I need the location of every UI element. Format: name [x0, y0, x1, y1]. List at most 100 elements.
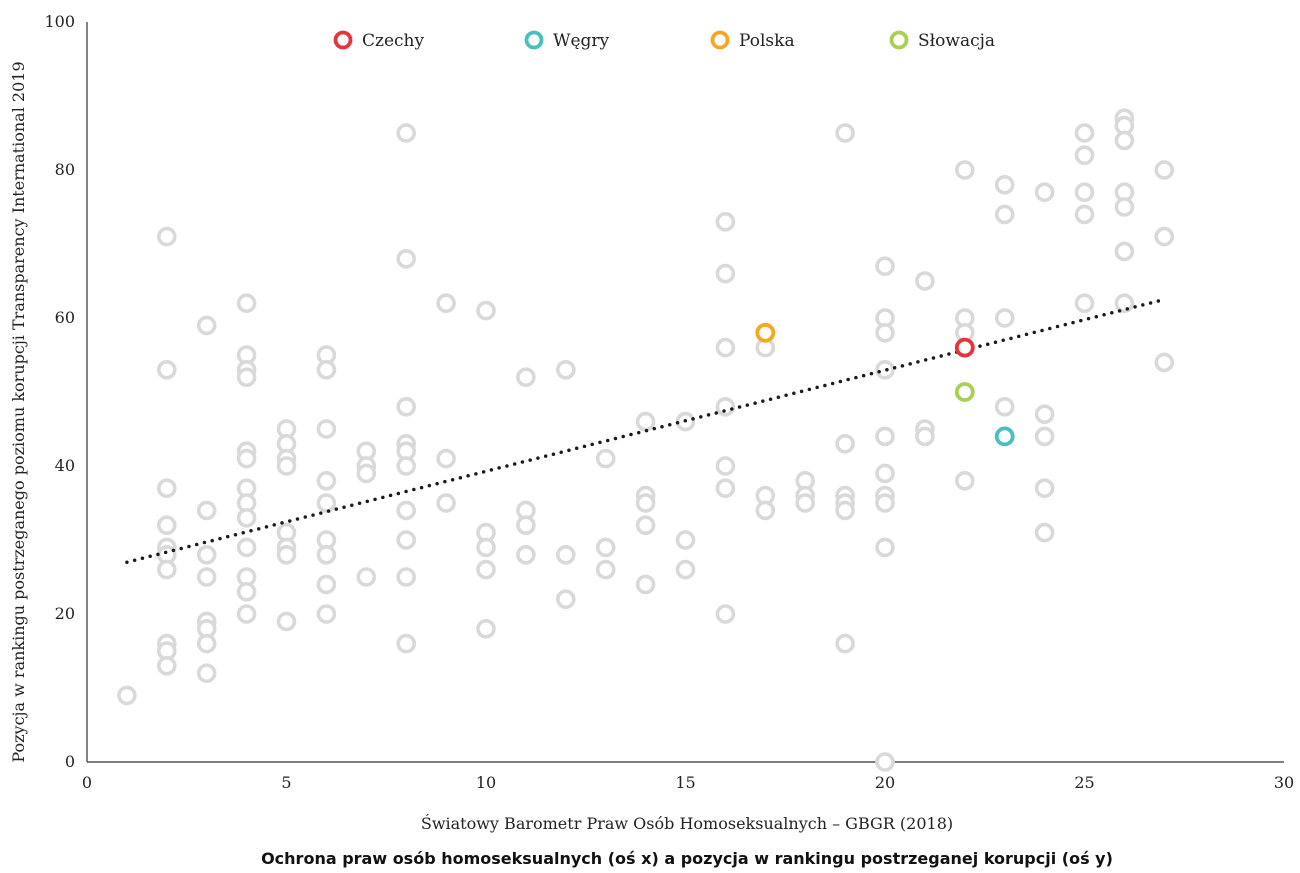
data-point: [1074, 123, 1095, 143]
y-tick-label: 40: [55, 456, 75, 475]
data-point: [117, 685, 137, 706]
legend-label: Słowacja: [918, 31, 995, 51]
data-point: [356, 567, 377, 587]
data-point: [875, 426, 895, 447]
trendline: [125, 297, 1167, 564]
data-point: [396, 500, 417, 521]
data-point: [595, 559, 616, 580]
data-point: [1114, 197, 1135, 217]
data-point: [635, 515, 656, 536]
data-point: [516, 544, 536, 565]
data-point: [835, 633, 855, 654]
data-point: [875, 493, 895, 513]
data-point: [715, 456, 736, 476]
x-tick-label: 15: [675, 773, 695, 792]
data-point: [1154, 160, 1175, 180]
data-point: [236, 537, 257, 558]
data-point: [1034, 404, 1055, 425]
data-point: [236, 581, 257, 602]
highlight-point-węgry: [994, 426, 1015, 447]
data-point: [1034, 522, 1055, 543]
legend-marker: [524, 30, 544, 50]
data-point: [196, 663, 217, 684]
data-point: [157, 559, 177, 580]
data-point: [875, 537, 895, 558]
data-point: [1154, 352, 1175, 373]
data-point: [875, 752, 895, 772]
data-point: [675, 559, 696, 580]
data-point: [316, 544, 337, 565]
data-point: [316, 359, 337, 380]
highlight-point-czechy: [954, 337, 975, 358]
data-point: [276, 611, 297, 632]
data-point: [635, 411, 656, 432]
data-point: [396, 567, 417, 587]
y-tick-label: 0: [65, 752, 75, 771]
data-point: [436, 493, 456, 513]
data-point: [516, 367, 536, 388]
data-point: [915, 426, 935, 447]
data-point: [835, 123, 855, 143]
data-point: [157, 515, 177, 536]
data-point: [835, 433, 855, 454]
data-point: [236, 507, 257, 528]
x-tick-label: 0: [82, 773, 92, 792]
data-point: [236, 367, 257, 388]
data-point: [875, 322, 895, 343]
highlight-point-słowacja: [954, 382, 975, 402]
data-point: [476, 559, 496, 580]
data-point: [157, 226, 177, 247]
data-point: [316, 419, 337, 439]
data-point: [157, 359, 177, 380]
x-tick-label: 10: [476, 773, 496, 792]
data-point: [276, 456, 297, 476]
data-point: [356, 463, 377, 484]
data-point: [715, 263, 736, 284]
data-point: [1074, 182, 1095, 202]
data-point: [157, 655, 177, 676]
legend-marker: [710, 30, 730, 50]
data-point: [157, 478, 177, 499]
data-point: [715, 396, 736, 417]
data-point: [1074, 145, 1095, 165]
x-tick-label: 30: [1274, 773, 1294, 792]
data-point: [316, 470, 337, 491]
data-point: [635, 493, 656, 513]
data-point: [1034, 182, 1055, 202]
legend-label: Węgry: [553, 31, 610, 51]
data-point: [476, 618, 496, 639]
data-point: [316, 574, 337, 595]
data-point: [835, 500, 855, 521]
data-point: [675, 530, 696, 550]
legend-marker: [333, 30, 353, 50]
data-point: [1034, 426, 1055, 447]
data-point: [476, 537, 496, 558]
data-point: [316, 604, 337, 624]
data-point: [994, 308, 1015, 328]
data-point: [436, 293, 456, 314]
legend-label: Czechy: [362, 31, 424, 51]
data-point: [555, 359, 576, 380]
data-point: [875, 359, 895, 380]
data-point: [595, 537, 616, 558]
data-point: [396, 396, 417, 417]
y-tick-label: 60: [55, 308, 75, 327]
data-point: [1114, 241, 1135, 262]
x-tick-label: 20: [875, 773, 895, 792]
data-point: [436, 448, 456, 469]
data-point: [1114, 130, 1135, 151]
data-point: [1074, 204, 1095, 225]
y-tick-label: 100: [44, 12, 75, 31]
data-point: [915, 271, 935, 291]
data-point: [715, 478, 736, 499]
data-point: [595, 448, 616, 469]
data-point: [276, 544, 297, 565]
data-point: [1074, 293, 1095, 314]
data-point: [1154, 226, 1175, 247]
data-point: [994, 396, 1015, 417]
data-point: [635, 574, 656, 595]
legend-label: Polska: [739, 31, 795, 51]
data-point: [875, 463, 895, 484]
data-point: [196, 567, 217, 587]
